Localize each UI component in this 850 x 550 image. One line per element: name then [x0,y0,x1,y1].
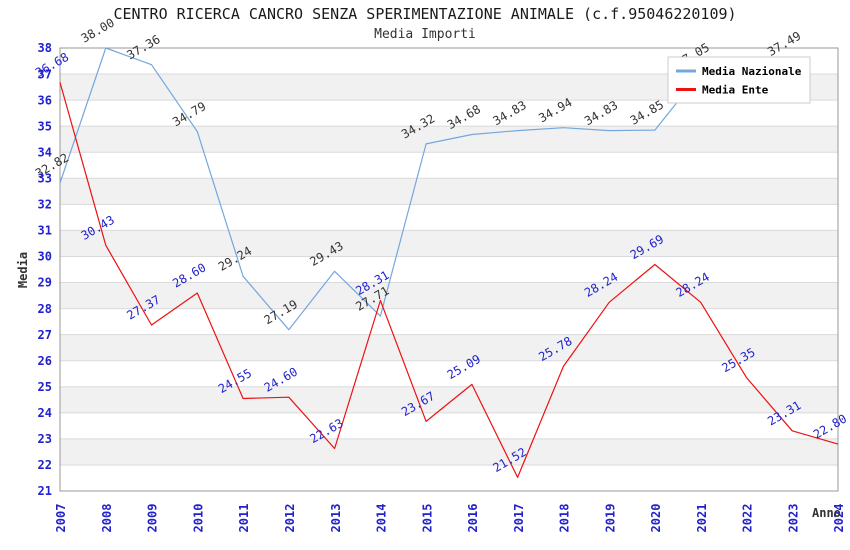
y-tick-label: 24 [38,406,52,420]
x-tick-label: 2013 [329,504,343,533]
y-tick-label: 32 [38,198,52,212]
x-tick-label: 2012 [283,504,297,533]
band [60,282,838,309]
y-tick-label: 35 [38,119,52,133]
y-axis-ticks: 21 22 23 24 25 26 27 28 29 30 31 32 33 34 35 36 37 38 [38,41,52,498]
data-label: 38.00 [79,15,117,45]
y-tick-label: 29 [38,276,52,290]
band [60,386,838,413]
legend-box [667,56,811,104]
data-label: 22.80 [811,412,849,442]
plot-frame [59,47,839,492]
y-tick-label: 38 [38,41,52,55]
x-tick-label: 2015 [420,504,434,533]
band [60,230,838,257]
x-tick-label: 2010 [191,504,205,533]
legend-item-label: Media Nazionale [702,65,802,78]
data-label: 34.79 [170,99,208,129]
x-tick-label: 2014 [375,504,389,533]
band [60,334,838,361]
x-tick-label: 2018 [558,504,572,533]
x-tick-label: 2024 [832,504,846,533]
legend: Media Nazionale Media Ente [667,56,811,104]
y-tick-label: 34 [38,145,52,159]
x-tick-label: 2011 [237,504,251,533]
chart-title: CENTRO RICERCA CANCRO SENZA SPERIMENTAZI… [113,5,737,23]
data-label: 37.49 [765,29,803,59]
x-tick-label: 2008 [100,504,114,533]
x-tick-label: 2023 [786,504,800,533]
series-line-media-nazionale [59,47,793,331]
y-tick-label: 25 [38,380,52,394]
y-tick-label: 26 [38,354,52,368]
y-tick-label: 36 [38,93,52,107]
y-tick-label: 28 [38,302,52,316]
series-line-media-ente [59,82,839,478]
x-axis-ticks: 2007 2008 2009 2010 2011 2012 2013 2014 2015 2016… [54,504,846,533]
data-label: 37.36 [124,32,162,62]
y-tick-label: 21 [38,484,52,498]
y-tick-label: 23 [38,432,52,446]
x-tick-label: 2017 [512,504,526,533]
y-tick-label: 27 [38,328,52,342]
y-tick-label: 37 [38,67,52,81]
y-tick-label: 33 [38,171,52,185]
y-tick-label: 22 [38,458,52,472]
x-tick-label: 2020 [649,504,663,533]
data-label: 34.83 [582,98,620,128]
plot-bands [60,74,838,465]
y-tick-label: 31 [38,224,52,238]
legend-item-label: Media Ente [702,83,769,96]
x-tick-label: 2019 [603,504,617,533]
x-tick-label: 2016 [466,504,480,533]
x-tick-label: 2009 [146,504,160,533]
y-tick-label: 30 [38,250,52,264]
x-tick-label: 2022 [741,504,755,533]
band [60,178,838,205]
y-axis-title: Media [16,252,30,288]
x-axis-title: Anno [812,506,841,520]
data-label: 34.83 [491,98,529,128]
x-tick-label: 2021 [695,504,709,533]
x-tick-label: 2007 [54,504,68,533]
band [60,438,838,465]
chart-subtitle: Media Importi [374,27,476,42]
